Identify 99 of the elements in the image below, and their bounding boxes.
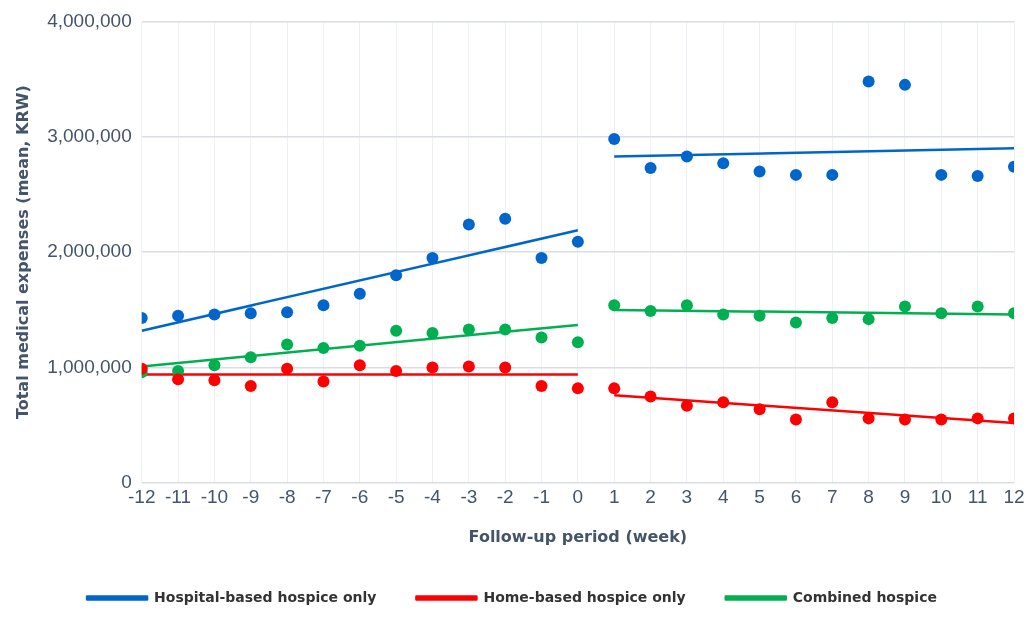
point (426, 326, 439, 339)
point (608, 299, 621, 312)
point (390, 365, 403, 378)
x-tick-label: 10 (930, 485, 952, 507)
point (571, 336, 584, 349)
point (898, 413, 911, 426)
point (353, 287, 366, 300)
point (608, 382, 621, 395)
point (317, 341, 330, 354)
point (862, 313, 875, 326)
x-tick-label: 3 (681, 485, 693, 507)
point (499, 212, 512, 225)
point (571, 235, 584, 248)
x-tick-label: -6 (351, 485, 369, 507)
point (499, 323, 512, 336)
point (353, 359, 366, 372)
x-tick-label: -10 (200, 485, 229, 507)
x-tick-label: -2 (496, 485, 514, 507)
legend-label: Home-based hospice only (483, 588, 686, 605)
point (172, 309, 185, 322)
point (680, 150, 693, 163)
point (935, 307, 948, 320)
y-tick-label: 4,000,000 (47, 9, 132, 31)
point (717, 157, 730, 170)
point (390, 269, 403, 282)
x-tick-label: -5 (387, 485, 405, 507)
point (644, 305, 657, 318)
x-tick-label: 7 (826, 485, 838, 507)
point (281, 338, 294, 351)
x-tick-label: 8 (863, 485, 874, 507)
point (208, 359, 221, 372)
x-tick-label: 0 (572, 485, 584, 507)
point (462, 360, 475, 373)
point (426, 251, 439, 264)
point (826, 396, 839, 409)
point (462, 218, 475, 231)
x-tick-label: 11 (967, 485, 988, 507)
point (971, 170, 984, 183)
x-tick-label: -8 (278, 485, 296, 507)
x-tick-label: 9 (899, 485, 911, 507)
legend-label: Hospital-based hospice only (154, 588, 377, 605)
x-tick-label: -3 (460, 485, 478, 507)
point (244, 380, 257, 393)
point (898, 300, 911, 313)
y-tick-label: 2,000,000 (47, 240, 132, 262)
point (753, 403, 766, 416)
point (862, 75, 875, 88)
point (317, 375, 330, 388)
point (644, 390, 657, 403)
x-tick-label: -7 (315, 485, 332, 507)
y-axis-title: Total medical expenses (mean, KRW) (12, 85, 32, 420)
y-tick-label: 1,000,000 (47, 355, 132, 377)
y-tick-label: 0 (121, 471, 132, 493)
point (789, 168, 802, 181)
point (717, 308, 730, 321)
point (281, 306, 294, 319)
point (753, 309, 766, 322)
point (499, 361, 512, 374)
point (826, 168, 839, 181)
point (644, 161, 657, 174)
point (789, 413, 802, 426)
x-tick-label: -11 (165, 485, 192, 507)
point (971, 300, 984, 313)
point (935, 413, 948, 426)
x-tick-label: 2 (645, 485, 656, 507)
point (317, 299, 330, 312)
point (462, 323, 475, 336)
x-tick-label: 12 (1003, 485, 1025, 507)
x-tick-label: -9 (242, 485, 260, 507)
x-tick-label: -1 (533, 485, 550, 507)
point (535, 251, 548, 264)
point (535, 331, 548, 344)
x-tick-label: 4 (717, 485, 729, 507)
point (390, 324, 403, 337)
point (244, 351, 257, 364)
point (608, 133, 621, 146)
point (244, 307, 257, 320)
point (535, 380, 548, 393)
x-tick-label: -4 (424, 485, 442, 507)
point (935, 168, 948, 181)
x-tick-label: 5 (754, 485, 765, 507)
x-tick-label: 6 (790, 485, 802, 507)
x-axis-title: Follow-up period (week) (468, 526, 688, 546)
point (971, 412, 984, 425)
point (208, 374, 221, 387)
point (208, 308, 221, 321)
y-tick-label: 3,000,000 (47, 125, 132, 147)
x-tick-label: 1 (608, 485, 620, 507)
point (862, 412, 875, 425)
point (898, 78, 911, 91)
point (172, 373, 185, 386)
point (571, 382, 584, 395)
legend-label: Combined hospice (792, 588, 937, 605)
point (717, 396, 730, 409)
point (753, 165, 766, 178)
point (426, 361, 439, 374)
point (353, 339, 366, 352)
point (281, 362, 294, 375)
point (789, 316, 802, 329)
